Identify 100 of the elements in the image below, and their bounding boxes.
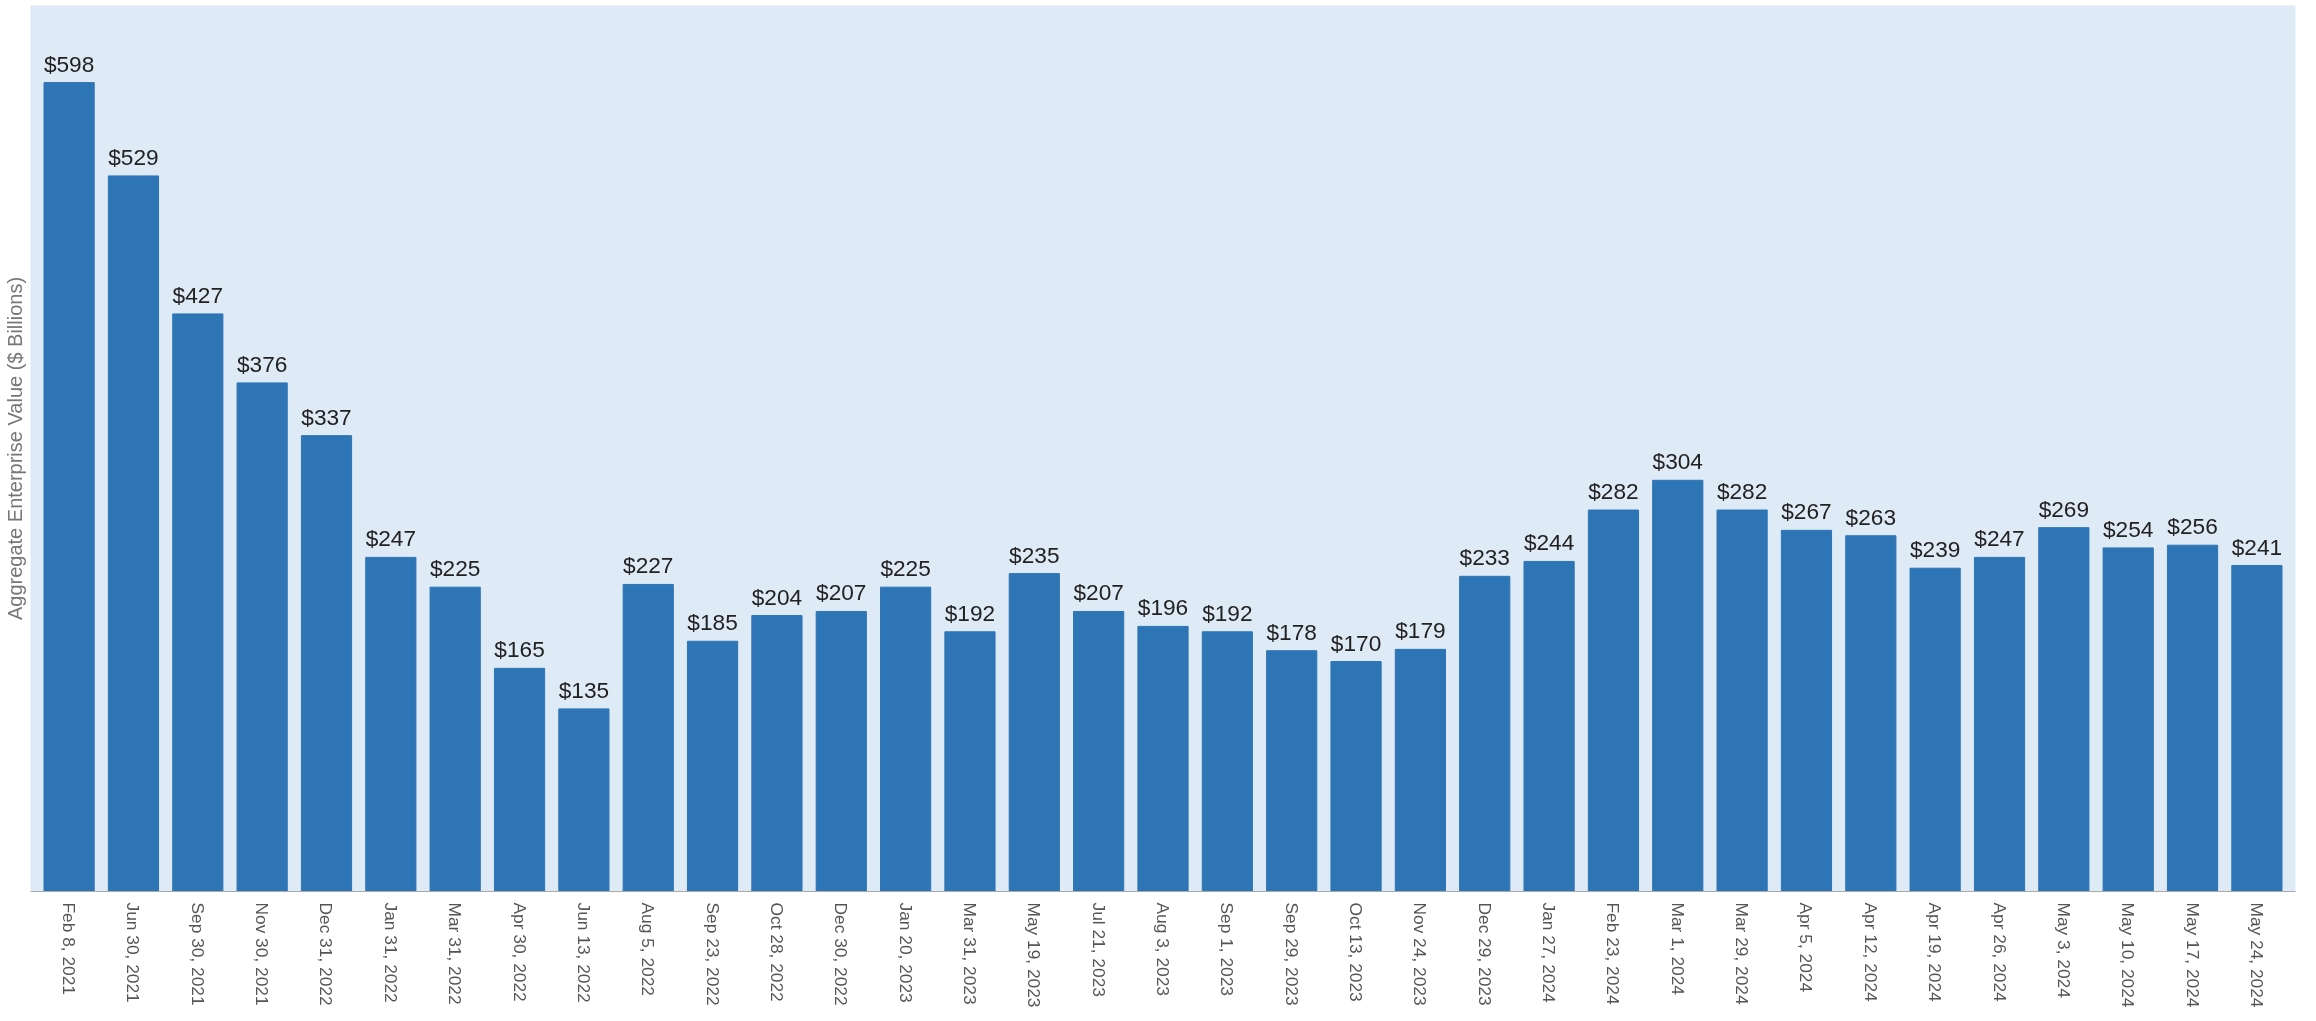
x-tick-label: May 3, 2024 xyxy=(2053,902,2074,999)
data-label: $233 xyxy=(1459,544,1510,571)
x-tick-label: Dec 30, 2022 xyxy=(831,902,852,1006)
bar xyxy=(944,631,996,892)
data-label: $235 xyxy=(1009,541,1060,568)
x-tick-label: Apr 12, 2024 xyxy=(1860,902,1881,1003)
data-label: $337 xyxy=(301,403,352,430)
x-tick-label: Nov 24, 2023 xyxy=(1410,902,1431,1006)
bar xyxy=(880,586,932,892)
data-label: $304 xyxy=(1652,448,1703,475)
bar xyxy=(493,667,546,892)
data-label: $241 xyxy=(2231,533,2283,560)
bar xyxy=(1523,560,1575,892)
bar xyxy=(558,708,610,892)
data-label: $165 xyxy=(494,636,545,663)
bar xyxy=(365,556,417,892)
x-tick-label: Feb 23, 2024 xyxy=(1603,902,1624,1005)
bar xyxy=(751,615,803,892)
bar xyxy=(1073,611,1125,892)
data-label: $247 xyxy=(1974,525,2025,552)
x-tick-label: Apr 26, 2024 xyxy=(1989,902,2010,1003)
bar xyxy=(1459,575,1511,892)
x-tick-label: May 17, 2024 xyxy=(2182,902,2203,1008)
data-label: $263 xyxy=(1845,503,1897,530)
y-axis-title: Aggregate Enterprise Value ($ Billions) xyxy=(3,276,26,621)
data-label: $427 xyxy=(172,281,224,308)
x-tick-label: Sep 30, 2021 xyxy=(187,902,208,1006)
data-label: $225 xyxy=(429,555,481,582)
x-tick-label: May 10, 2024 xyxy=(2118,902,2139,1008)
bar xyxy=(1845,535,1897,892)
bar xyxy=(236,382,288,892)
x-tick-label: Oct 28, 2022 xyxy=(766,902,787,1002)
x-tick-label: Mar 31, 2023 xyxy=(959,902,980,1005)
data-label: $185 xyxy=(687,609,738,636)
data-label: $282 xyxy=(1588,478,1639,505)
bar xyxy=(300,435,353,892)
bar xyxy=(1780,529,1833,892)
x-tick-label: Dec 31, 2022 xyxy=(316,902,337,1006)
x-tick-label: Aug 5, 2022 xyxy=(638,902,659,996)
bar xyxy=(686,640,739,892)
x-tick-label: Sep 29, 2023 xyxy=(1281,902,1302,1006)
bar xyxy=(2231,565,2283,892)
x-tick-label: May 19, 2023 xyxy=(1024,902,1045,1008)
bar xyxy=(429,586,481,892)
x-tick-label: Jan 31, 2022 xyxy=(380,902,401,1003)
data-label: $192 xyxy=(944,599,996,626)
x-tick-label: Mar 29, 2024 xyxy=(1732,902,1753,1005)
data-label: $244 xyxy=(1523,529,1575,556)
data-label: $178 xyxy=(1266,618,1317,645)
data-label: $207 xyxy=(1073,579,1124,606)
data-label: $204 xyxy=(751,583,803,610)
bar xyxy=(1008,573,1060,892)
data-label: $269 xyxy=(2038,495,2090,522)
data-label: $529 xyxy=(108,143,159,170)
x-tick-label: Apr 19, 2024 xyxy=(1925,902,1946,1003)
x-tick-label: Sep 1, 2023 xyxy=(1217,902,1238,996)
bar xyxy=(2038,527,2090,892)
data-label: $170 xyxy=(1330,629,1382,656)
bar xyxy=(107,175,160,892)
bar xyxy=(815,611,867,892)
data-label: $225 xyxy=(880,555,931,582)
bar xyxy=(1137,625,1189,892)
data-label: $256 xyxy=(2167,513,2218,540)
data-label: $207 xyxy=(816,579,867,606)
x-tick-label: Oct 13, 2023 xyxy=(1346,902,1367,1002)
x-tick-label: Apr 5, 2024 xyxy=(1796,902,1817,993)
bar xyxy=(1330,661,1382,892)
bar xyxy=(1587,509,1640,892)
data-label: $598 xyxy=(43,50,95,77)
x-tick-label: Nov 30, 2021 xyxy=(252,902,273,1006)
bar xyxy=(43,82,95,892)
data-label: $254 xyxy=(2103,515,2154,542)
bar xyxy=(1266,650,1318,892)
data-label: $196 xyxy=(1137,594,1189,621)
x-tick-label: Sep 23, 2022 xyxy=(702,902,723,1006)
bar xyxy=(172,313,224,892)
x-tick-label: May 24, 2024 xyxy=(2246,902,2267,1008)
x-tick-label: Jan 20, 2023 xyxy=(895,902,916,1003)
x-tick-label: Jun 30, 2021 xyxy=(123,902,144,1003)
bar xyxy=(1716,509,1768,892)
data-label: $227 xyxy=(623,552,674,579)
data-label: $247 xyxy=(365,525,417,552)
bar xyxy=(1909,567,1961,892)
bar xyxy=(2102,547,2154,892)
x-tick-label: Jun 13, 2022 xyxy=(573,902,594,1003)
data-label: $282 xyxy=(1716,478,1768,505)
x-tick-label: Mar 31, 2022 xyxy=(445,902,466,1005)
bar xyxy=(1973,556,2026,892)
x-tick-label: Mar 1, 2024 xyxy=(1667,902,1688,996)
bar xyxy=(2166,544,2219,892)
x-tick-label: Dec 29, 2023 xyxy=(1474,902,1495,1006)
x-tick-label: Jan 27, 2024 xyxy=(1539,902,1560,1004)
data-label: $135 xyxy=(558,676,610,703)
data-label: $239 xyxy=(1909,536,1961,563)
x-tick-label: Jul 21, 2023 xyxy=(1088,902,1109,997)
data-label: $376 xyxy=(236,350,288,377)
x-tick-label: Feb 8, 2021 xyxy=(59,902,80,995)
bar xyxy=(1394,648,1446,892)
data-label: $267 xyxy=(1781,498,1832,525)
x-tick-label: Apr 30, 2022 xyxy=(509,902,530,1002)
